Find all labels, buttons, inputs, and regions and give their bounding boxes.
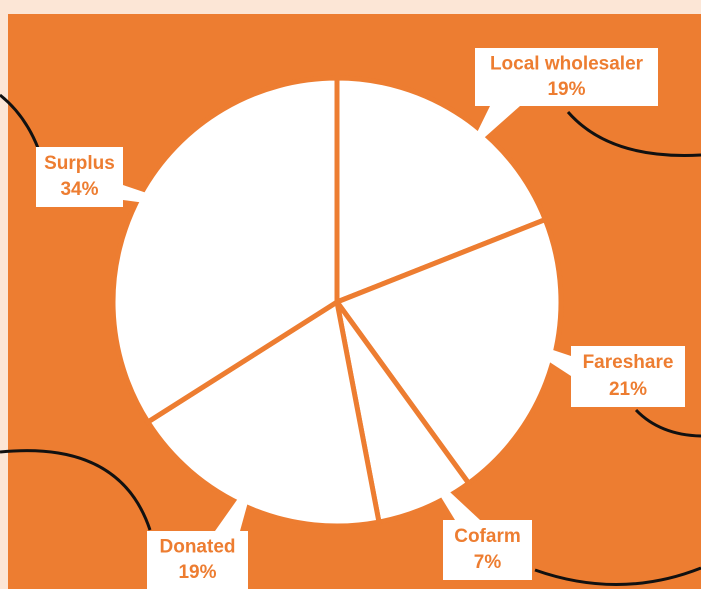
callout-box [36, 147, 123, 207]
slice-label: Fareshare [583, 352, 674, 373]
slice-label: Cofarm [454, 526, 521, 547]
callout-pointer [123, 185, 197, 210]
slice-value-label: 7% [474, 552, 502, 573]
pie-slice [144, 297, 382, 529]
slice-value-label: 21% [609, 379, 647, 400]
slice-value-label: 34% [60, 179, 98, 200]
pie-slice [333, 216, 564, 487]
slice-label: Donated [160, 536, 236, 557]
callout-box [147, 531, 248, 589]
pie-slice [334, 75, 549, 306]
callout-pointer [467, 106, 520, 153]
decor-curve [634, 408, 701, 438]
slice-value-label: 19% [547, 79, 585, 100]
callout-box [475, 48, 658, 106]
callout-box [443, 520, 532, 580]
decor-curve [0, 449, 152, 531]
callout-box [571, 346, 685, 407]
callout-pointer [215, 473, 256, 531]
decor-curve [0, 93, 40, 149]
callout-pointer [422, 466, 480, 520]
decor-curve [566, 111, 701, 157]
decor-curve [534, 566, 701, 586]
slice-label: Surplus [44, 153, 115, 174]
callout-pointer [508, 335, 571, 376]
slice-value-label: 19% [178, 562, 216, 583]
slice-label: Local wholesaler [490, 53, 644, 74]
